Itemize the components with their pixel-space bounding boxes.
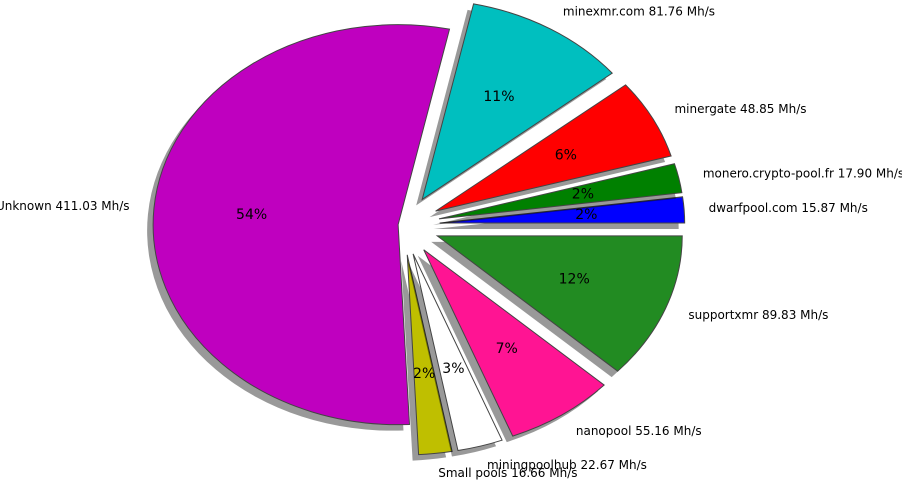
slice [421,3,613,201]
slice [435,235,683,372]
slice-label: Unknown 411.03 Mh/s [0,199,130,213]
pct-label: 6% [555,148,577,164]
slice [423,249,605,437]
slice-label: monero.crypto-pool.fr 17.90 Mh/s [703,167,902,181]
slice-label: minergate 48.85 Mh/s [674,102,806,116]
slice-label: minexmr.com 81.76 Mh/s [563,4,715,18]
slice [152,24,451,426]
slice [406,254,453,456]
slice-label: dwarfpool.com 15.87 Mh/s [709,201,868,215]
pct-label: 2% [572,186,594,202]
slice-label: supportxmr 89.83 Mh/s [688,308,828,322]
slice [435,84,672,212]
slice-label: nanopool 55.16 Mh/s [576,424,702,438]
pct-label: 7% [496,341,518,357]
slice-label: Small pools 16.66 Mh/s [438,466,577,480]
pct-label: 12% [559,271,590,287]
pct-label: 54% [236,207,267,223]
slice [438,163,683,220]
pct-label: 3% [442,361,464,377]
slice-label: miningpoolhub 22.67 Mh/s [487,458,647,472]
slice [412,253,503,452]
slice [439,196,686,224]
pct-label: 11% [483,89,514,105]
pct-label: 2% [413,366,435,382]
pct-label: 2% [575,207,597,223]
